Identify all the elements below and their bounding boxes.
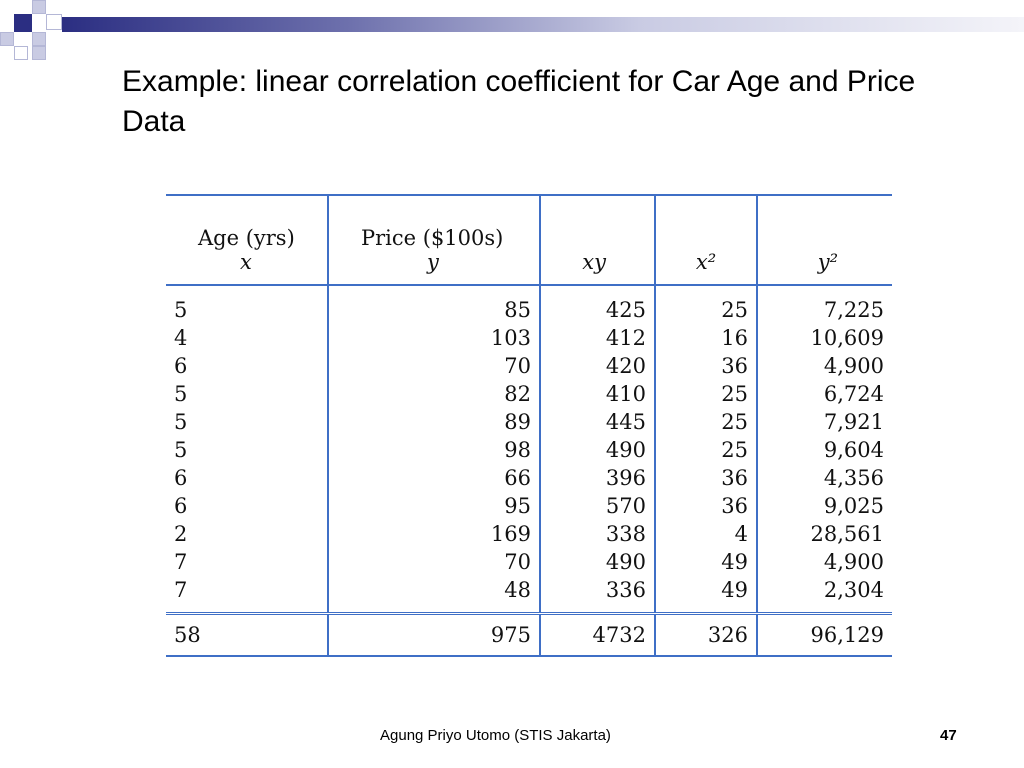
cell-xy: 420	[539, 352, 655, 380]
header-y-symbol: y	[327, 250, 540, 286]
cell-x: 6	[174, 466, 188, 490]
table-row: 6 66 396 36 4,356	[166, 464, 892, 492]
cell-y: 89	[327, 408, 540, 436]
cell-x: 5	[174, 410, 188, 434]
cell-xy: 445	[539, 408, 655, 436]
table-body: 5 85 425 25 7,225 4 103 412 16 10,609 6 70 420 36 4,90…	[166, 285, 892, 614]
slide-decoration	[0, 0, 80, 70]
decor-square	[32, 46, 46, 60]
cell-y-squared: 4,900	[756, 548, 892, 576]
table-row: 5 82 410 25 6,724	[166, 380, 892, 408]
cell-x-squared: 16	[654, 324, 757, 352]
header-xy-line1	[539, 195, 655, 250]
cell-xy: 425	[539, 285, 655, 324]
table-row: 5 98 490 25 9,604	[166, 436, 892, 464]
total-x: 58	[166, 612, 328, 656]
cell-y-squared: 4,356	[756, 464, 892, 492]
cell-x: 6	[174, 354, 188, 378]
footer-author: Agung Priyo Utomo (STIS Jakarta)	[380, 727, 611, 744]
table-row: 4 103 412 16 10,609	[166, 324, 892, 352]
total-xy: 4732	[539, 612, 655, 656]
header-y2-line1	[756, 195, 892, 250]
table-row: 6 95 570 36 9,025	[166, 492, 892, 520]
table-row: 7 48 336 49 2,304	[166, 576, 892, 614]
cell-y-squared: 28,561	[756, 520, 892, 548]
header-x2-line1	[654, 195, 757, 250]
cell-y: 70	[327, 548, 540, 576]
table-row: 2 169 338 4 28,561	[166, 520, 892, 548]
header-price: Price ($100s)	[327, 195, 540, 250]
cell-y: 48	[327, 576, 540, 614]
decor-square	[0, 32, 14, 46]
totals-row: 58 975 4732 326 96,129	[166, 612, 892, 656]
cell-x-squared: 36	[654, 352, 757, 380]
cell-y-squared: 10,609	[756, 324, 892, 352]
header-x-symbol: x	[166, 250, 328, 286]
cell-x-squared: 49	[654, 548, 757, 576]
cell-y-squared: 9,025	[756, 492, 892, 520]
cell-xy: 338	[539, 520, 655, 548]
cell-y: 103	[327, 324, 540, 352]
cell-x: 5	[174, 298, 188, 322]
cell-xy: 570	[539, 492, 655, 520]
decor-square	[14, 14, 32, 32]
cell-x-squared: 25	[654, 408, 757, 436]
header-y-squared: y²	[756, 250, 892, 286]
cell-y-squared: 7,225	[756, 285, 892, 324]
decor-square	[14, 46, 28, 60]
cell-xy: 410	[539, 380, 655, 408]
cell-y: 98	[327, 436, 540, 464]
cell-x: 5	[174, 382, 188, 406]
table-row: 6 70 420 36 4,900	[166, 352, 892, 380]
cell-x: 4	[174, 326, 188, 350]
cell-xy: 396	[539, 464, 655, 492]
page-number: 47	[940, 727, 957, 744]
cell-x-squared: 25	[654, 436, 757, 464]
cell-y-squared: 4,900	[756, 352, 892, 380]
cell-xy: 490	[539, 548, 655, 576]
cell-y: 66	[327, 464, 540, 492]
total-x-squared: 326	[654, 612, 757, 656]
cell-x-squared: 25	[654, 285, 757, 324]
total-y: 975	[327, 612, 540, 656]
cell-x: 7	[174, 550, 188, 574]
table-row: 7 70 490 49 4,900	[166, 548, 892, 576]
cell-x-squared: 36	[654, 464, 757, 492]
cell-x-squared: 25	[654, 380, 757, 408]
header-age: Age (yrs)	[198, 226, 295, 250]
header-x-squared: x²	[654, 250, 757, 286]
cell-y-squared: 2,304	[756, 576, 892, 614]
cell-x-squared: 36	[654, 492, 757, 520]
cell-x: 6	[174, 494, 188, 518]
cell-x-squared: 49	[654, 576, 757, 614]
cell-y: 70	[327, 352, 540, 380]
data-table-container: Age (yrs) Price ($100s) x y xy x² y² 5 85…	[166, 194, 892, 657]
decor-square	[32, 32, 46, 46]
totals-row-group: 58 975 4732 326 96,129	[166, 612, 892, 656]
car-age-price-table: Age (yrs) Price ($100s) x y xy x² y² 5 85…	[166, 194, 892, 657]
cell-y-squared: 7,921	[756, 408, 892, 436]
cell-x-squared: 4	[654, 520, 757, 548]
slide-title: Example: linear correlation coefficient …	[122, 65, 916, 138]
cell-xy: 412	[539, 324, 655, 352]
cell-y-squared: 6,724	[756, 380, 892, 408]
cell-x: 5	[174, 438, 188, 462]
cell-x: 2	[174, 522, 188, 546]
cell-y: 85	[327, 285, 540, 324]
table-row: 5 85 425 25 7,225	[166, 285, 892, 324]
cell-x: 7	[174, 578, 188, 602]
total-y-squared: 96,129	[756, 612, 892, 656]
title-bar-gradient	[62, 17, 1024, 32]
cell-y-squared: 9,604	[756, 436, 892, 464]
cell-y: 169	[327, 520, 540, 548]
cell-y: 95	[327, 492, 540, 520]
decor-square	[46, 14, 62, 30]
table-row: 5 89 445 25 7,921	[166, 408, 892, 436]
decor-square	[32, 0, 46, 14]
cell-xy: 490	[539, 436, 655, 464]
cell-y: 82	[327, 380, 540, 408]
header-xy: xy	[539, 250, 655, 286]
cell-xy: 336	[539, 576, 655, 614]
